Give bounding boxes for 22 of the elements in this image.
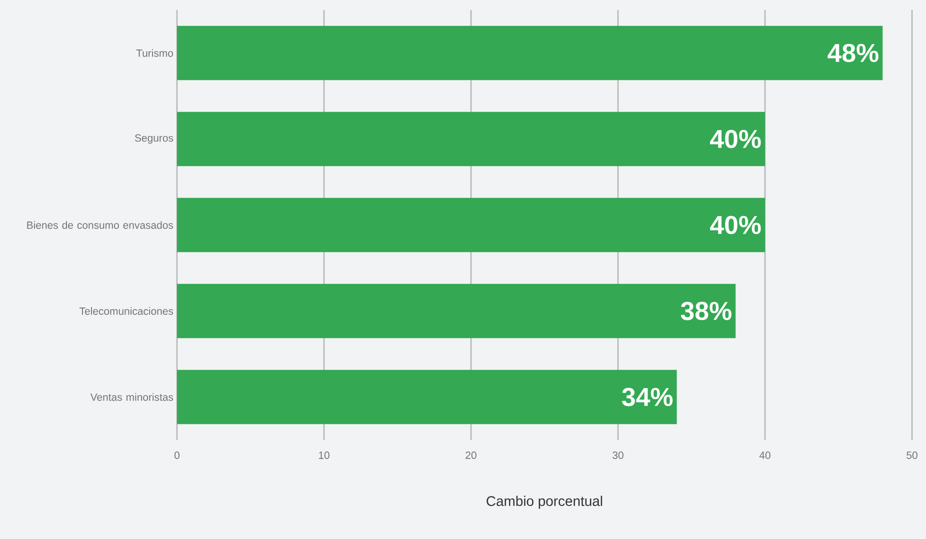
y-tick-label: Telecomunicaciones (80, 307, 174, 315)
x-tick-label: 50 (906, 452, 918, 459)
y-tick-label: Bienes de consumo envasados (27, 221, 174, 229)
data-label: 34% (622, 388, 673, 406)
bar (176, 370, 677, 424)
bar (176, 26, 883, 80)
bar (176, 198, 766, 252)
x-tick-label: 30 (612, 452, 624, 459)
y-tick-label: Turismo (136, 49, 174, 57)
data-label: 40% (710, 216, 761, 234)
x-tick-label: 40 (759, 452, 770, 459)
bar (176, 284, 736, 338)
x-tick-label: 20 (466, 452, 476, 459)
data-label: 48% (828, 44, 878, 62)
y-tick-label: Seguros (134, 134, 174, 144)
x-axis-title: Cambio porcentual (486, 496, 602, 509)
bar (176, 112, 766, 166)
data-label: 40% (710, 130, 761, 148)
x-tick-label: 10 (318, 452, 330, 459)
x-tick-label: 0 (174, 452, 180, 459)
data-label: 38% (680, 302, 732, 320)
y-tick-label: Ventas minoristas (90, 393, 174, 401)
